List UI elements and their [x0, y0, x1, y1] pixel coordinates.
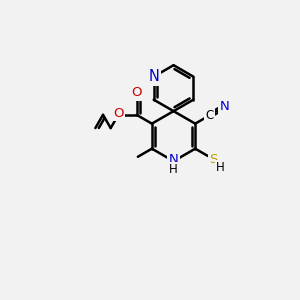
Text: S: S: [209, 153, 218, 166]
Text: O: O: [113, 107, 124, 120]
Text: H: H: [169, 163, 178, 176]
Text: N: N: [148, 69, 159, 84]
Text: H: H: [216, 161, 225, 174]
Text: N: N: [220, 100, 230, 113]
Text: C: C: [205, 109, 213, 122]
Text: N: N: [169, 153, 178, 166]
Text: O: O: [131, 86, 142, 99]
